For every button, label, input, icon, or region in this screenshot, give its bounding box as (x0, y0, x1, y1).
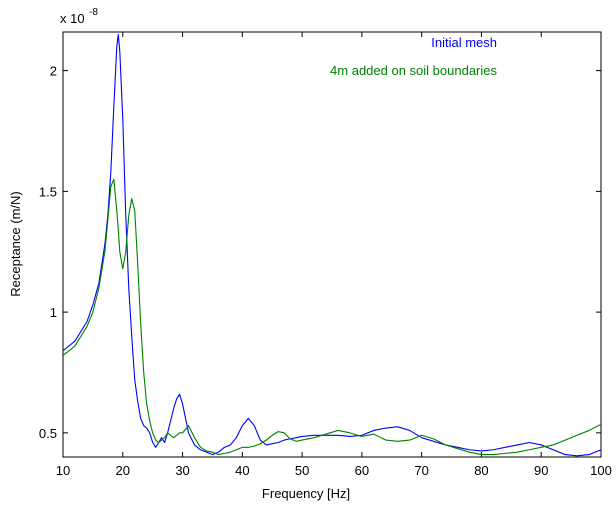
y-axis-label: Receptance (m/N) (8, 191, 23, 296)
y-tick-label: 1 (50, 305, 57, 320)
x-tick-label: 50 (295, 463, 309, 478)
x-tick-label: 10 (56, 463, 70, 478)
plot-area (62, 31, 602, 458)
x-tick-label: 70 (414, 463, 428, 478)
y-multiplier: x 10 (60, 11, 85, 26)
x-tick-label: 60 (355, 463, 369, 478)
x-tick-label: 100 (590, 463, 612, 478)
y-tick-label: 2 (50, 64, 57, 79)
y-exponent: -8 (89, 7, 98, 18)
legend-entry: Initial mesh (431, 35, 497, 50)
y-tick-label: 0.5 (39, 426, 57, 441)
x-tick-label: 40 (235, 463, 249, 478)
x-axis-label: Frequency [Hz] (262, 486, 350, 501)
x-tick-label: 30 (175, 463, 189, 478)
x-tick-label: 80 (474, 463, 488, 478)
series-line (62, 178, 602, 456)
y-tick-label: 1.5 (39, 184, 57, 199)
legend-entry: 4m added on soil boundaries (330, 63, 497, 78)
x-tick-label: 20 (116, 463, 130, 478)
x-tick-label: 90 (534, 463, 548, 478)
